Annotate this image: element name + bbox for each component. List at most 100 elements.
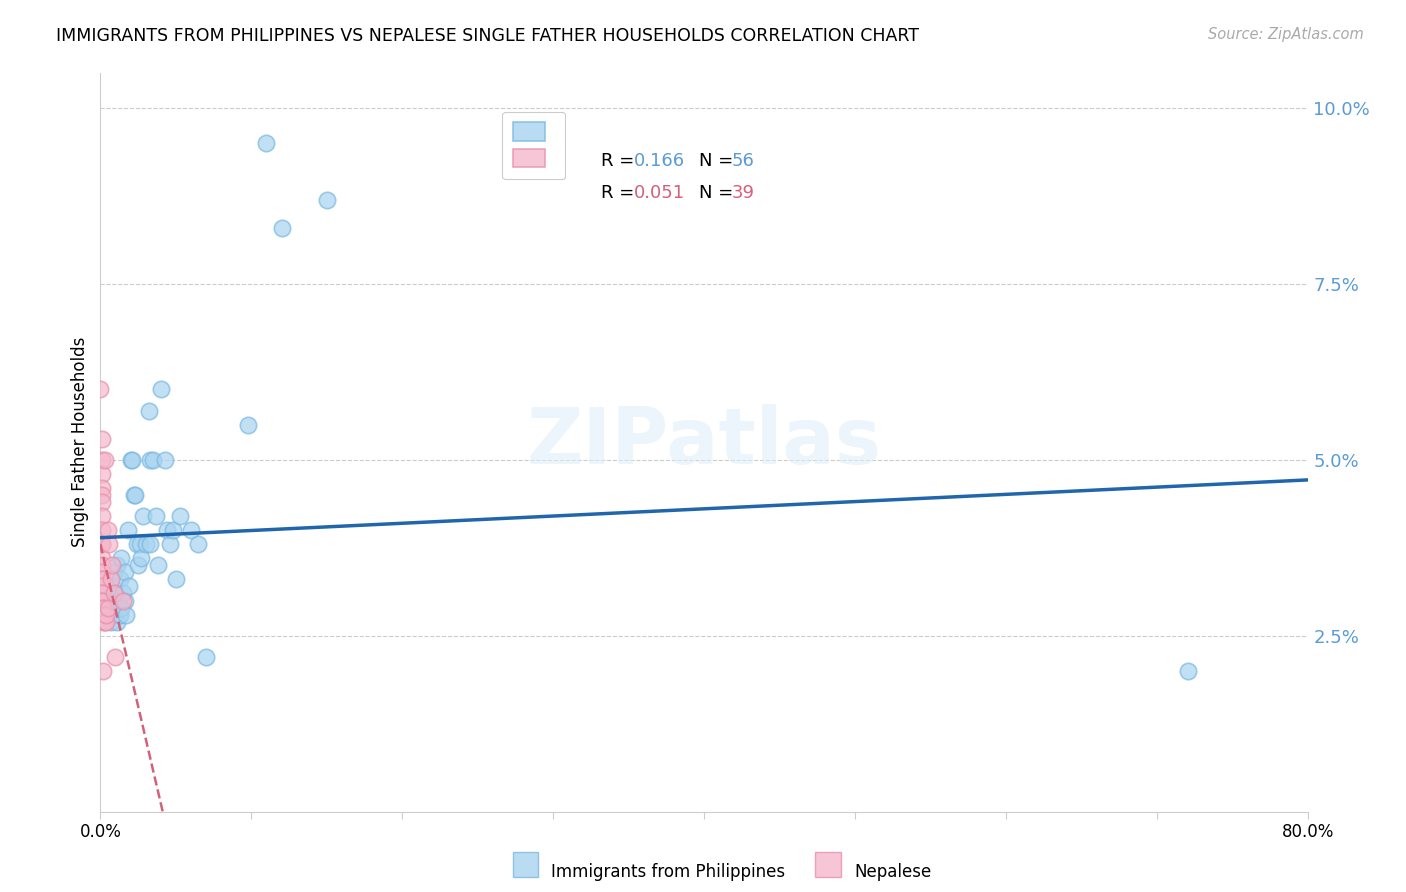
Point: [98, 537, 121, 551]
Text: 56: 56: [731, 152, 755, 169]
Text: R =: R =: [600, 184, 640, 202]
Point: [149, 383, 172, 397]
Point: [114, 566, 136, 580]
Text: R =: R =: [600, 152, 640, 169]
Point: [104, 600, 127, 615]
Point: [90, 593, 112, 607]
Point: [118, 579, 141, 593]
Point: [156, 523, 179, 537]
Point: [108, 607, 131, 622]
Point: [93, 600, 115, 615]
Text: Nepalese: Nepalese: [855, 863, 932, 881]
Point: [162, 523, 184, 537]
Point: [114, 593, 136, 607]
Point: [124, 488, 146, 502]
Point: [111, 593, 134, 607]
Point: [90, 586, 112, 600]
Point: [256, 136, 278, 151]
Point: [122, 488, 145, 502]
Point: [97, 586, 120, 600]
Point: [90, 523, 112, 537]
Point: [89, 383, 111, 397]
Point: [138, 403, 160, 417]
Point: [315, 193, 337, 207]
Text: 0.051: 0.051: [634, 184, 685, 202]
Point: [94, 615, 117, 629]
Point: [93, 607, 115, 622]
Text: 39: 39: [731, 184, 755, 202]
Point: [110, 551, 132, 566]
Point: [101, 593, 124, 607]
Point: [155, 453, 177, 467]
Point: [103, 586, 125, 600]
Point: [97, 523, 120, 537]
Point: [159, 537, 181, 551]
Point: [97, 607, 120, 622]
Point: [90, 566, 112, 580]
Point: [90, 579, 112, 593]
Point: [103, 607, 125, 622]
Point: [139, 453, 162, 467]
Point: [110, 600, 132, 615]
Point: [90, 488, 112, 502]
Point: [139, 537, 162, 551]
Text: 0.166: 0.166: [634, 152, 685, 169]
Point: [90, 593, 112, 607]
Point: [93, 600, 115, 615]
Text: IMMIGRANTS FROM PHILIPPINES VS NEPALESE SINGLE FATHER HOUSEHOLDS CORRELATION CHA: IMMIGRANTS FROM PHILIPPINES VS NEPALESE …: [56, 27, 920, 45]
Text: N =: N =: [699, 152, 738, 169]
Point: [131, 509, 153, 524]
Point: [90, 509, 112, 524]
Point: [238, 417, 260, 432]
Point: [125, 537, 148, 551]
Point: [115, 607, 138, 622]
Point: [90, 558, 112, 573]
Point: [142, 453, 165, 467]
Point: [108, 573, 131, 587]
Point: [105, 558, 128, 573]
Point: [97, 600, 120, 615]
Text: Immigrants from Philippines: Immigrants from Philippines: [551, 863, 786, 881]
Point: [93, 615, 115, 629]
Point: [94, 453, 117, 467]
Point: [103, 566, 125, 580]
Point: [145, 509, 167, 524]
Point: [90, 537, 112, 551]
Text: ZIPatlas: ZIPatlas: [527, 404, 882, 480]
Point: [111, 586, 134, 600]
Point: [169, 509, 191, 524]
Point: [98, 593, 121, 607]
Point: [107, 593, 129, 607]
Point: [101, 579, 124, 593]
Point: [135, 537, 157, 551]
Point: [270, 220, 292, 235]
Point: [90, 453, 112, 467]
Point: [90, 573, 112, 587]
Point: [195, 649, 218, 664]
Point: [96, 607, 118, 622]
Point: [90, 467, 112, 481]
Point: [121, 453, 143, 467]
Point: [127, 558, 149, 573]
Point: [90, 573, 112, 587]
Point: [100, 573, 122, 587]
Text: Source: ZipAtlas.com: Source: ZipAtlas.com: [1208, 27, 1364, 42]
Point: [120, 453, 142, 467]
Point: [90, 481, 112, 495]
Point: [90, 495, 112, 509]
Point: [187, 537, 209, 551]
Text: N =: N =: [699, 184, 738, 202]
Point: [180, 523, 202, 537]
Point: [146, 558, 169, 573]
Point: [100, 600, 122, 615]
Point: [128, 537, 150, 551]
Y-axis label: Single Father Households: Single Father Households: [72, 337, 89, 548]
Point: [101, 558, 124, 573]
Point: [104, 586, 127, 600]
Point: [129, 551, 152, 566]
Point: [98, 586, 121, 600]
Point: [93, 607, 115, 622]
Point: [105, 615, 128, 629]
Point: [93, 664, 115, 678]
Point: [100, 615, 122, 629]
